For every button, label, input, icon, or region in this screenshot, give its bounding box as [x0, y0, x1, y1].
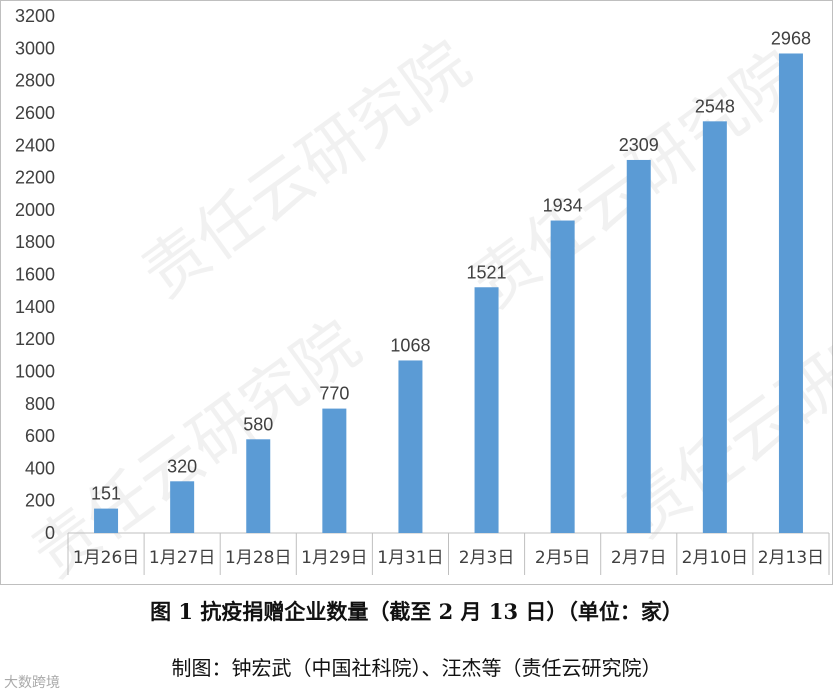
bar [550, 220, 575, 533]
bar [246, 439, 271, 533]
data-label: 151 [91, 484, 121, 504]
x-tick-label: 1月26日 [73, 548, 139, 568]
y-tick-label: 2000 [15, 200, 55, 220]
y-tick-label: 200 [25, 491, 55, 511]
y-tick-label: 2400 [15, 135, 55, 155]
data-label: 1934 [543, 196, 583, 216]
figure-caption: 图 1 抗疫捐赠企业数量（截至 2 月 13 日）（单位：家） [150, 599, 683, 624]
data-label: 2548 [695, 96, 735, 116]
x-tick-label: 1月28日 [225, 548, 291, 568]
y-tick-label: 1000 [15, 361, 55, 381]
data-label: 320 [167, 456, 197, 476]
data-label: 770 [319, 384, 349, 404]
x-tick-label: 2月10日 [682, 548, 748, 568]
x-tick-label: 1月31日 [377, 548, 443, 568]
bar [626, 159, 651, 533]
x-tick-label: 1月29日 [301, 548, 367, 568]
bar [778, 53, 803, 534]
x-tick-label: 2月5日 [535, 548, 591, 568]
bar-chart: 0 200 400 600 800 1000 1200 1400 1600 1800 2000 220… [15, 6, 830, 575]
data-label: 1521 [467, 262, 507, 282]
figure-credit: 制图：钟宏武（中国社科院）、汪杰等（责任云研究院） [171, 656, 662, 680]
y-tick-label: 600 [25, 426, 55, 446]
corner-logo: 大数跨境 [4, 675, 60, 691]
data-label: 2309 [619, 135, 659, 155]
x-tick-label: 2月13日 [758, 548, 824, 568]
y-tick-label: 400 [25, 458, 55, 478]
y-tick-label: 2800 [15, 71, 55, 91]
y-tick-label: 3000 [15, 38, 55, 58]
bar [474, 287, 499, 533]
bar [398, 360, 423, 533]
y-tick-label: 0 [45, 523, 55, 543]
x-tick-label: 2月3日 [459, 548, 515, 568]
chart-area: 责任云研究院 责任云研究院 责任云研究院 责任云研究院 020040060080… [0, 0, 833, 593]
data-label: 580 [243, 414, 273, 434]
y-tick-label: 1400 [15, 297, 55, 317]
bar [170, 481, 195, 533]
y-tick-label: 2200 [15, 168, 55, 188]
x-tick-label: 2月7日 [611, 548, 667, 568]
y-tick-label: 1800 [15, 232, 55, 252]
y-tick-label: 2600 [15, 103, 55, 123]
data-label: 1068 [390, 335, 430, 355]
data-label: 2968 [771, 28, 811, 48]
y-tick-label: 1200 [15, 329, 55, 349]
x-tick-label: 1月27日 [149, 548, 215, 568]
y-tick-label: 800 [25, 394, 55, 414]
y-tick-label: 1600 [15, 265, 55, 285]
bar [94, 508, 119, 533]
bar [702, 121, 727, 534]
bar [322, 408, 347, 533]
y-tick-label: 3200 [15, 6, 55, 26]
